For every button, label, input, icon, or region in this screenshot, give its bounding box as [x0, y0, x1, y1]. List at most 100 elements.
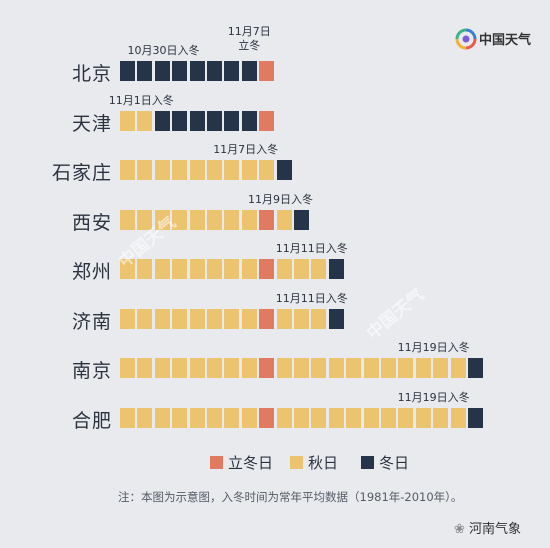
- legend-swatch: [210, 456, 223, 469]
- winter-day-cell: [189, 61, 205, 81]
- winter-day-cell: [207, 110, 222, 131]
- winter-day-cell: [468, 358, 483, 378]
- start-of-winter-day-cell: [259, 308, 275, 329]
- autumn-day-cell: [276, 259, 292, 279]
- autumn-day-cell: [154, 308, 170, 329]
- autumn-day-cell: [415, 407, 431, 428]
- winter-day-cell: [120, 61, 135, 81]
- autumn-day-cell: [311, 358, 327, 378]
- autumn-day-cell: [450, 358, 466, 378]
- autumn-day-cell: [224, 308, 240, 329]
- account-name: 河南气象: [469, 522, 522, 537]
- autumn-day-cell: [398, 358, 414, 378]
- autumn-day-cell: [259, 160, 275, 180]
- autumn-day-cell: [172, 259, 188, 279]
- winter-day-cell: [294, 209, 309, 230]
- autumn-day-cell: [137, 110, 153, 131]
- autumn-day-cell: [137, 160, 153, 180]
- winter-day-cell: [328, 308, 344, 329]
- autumn-day-cell: [276, 407, 292, 428]
- autumn-day-cell: [241, 358, 257, 378]
- autumn-day-cell: [137, 259, 153, 279]
- autumn-day-cell: [381, 358, 396, 378]
- autumn-day-cell: [241, 259, 257, 279]
- autumn-day-cell: [207, 407, 222, 428]
- autumn-day-cell: [381, 407, 396, 428]
- autumn-day-cell: [311, 259, 327, 279]
- autumn-day-cell: [224, 259, 240, 279]
- autumn-day-cell: [189, 358, 205, 378]
- winter-day-cell: [172, 110, 188, 131]
- autumn-day-cell: [363, 358, 379, 378]
- autumn-day-cell: [328, 407, 344, 428]
- autumn-day-cell: [415, 358, 431, 378]
- autumn-day-cell: [172, 407, 188, 428]
- autumn-day-cell: [154, 407, 170, 428]
- city-label: 济南: [71, 310, 112, 333]
- autumn-day-cell: [294, 358, 309, 378]
- autumn-day-cell: [137, 308, 153, 329]
- winter-day-cell: [468, 407, 483, 428]
- autumn-day-cell: [172, 160, 188, 180]
- autumn-day-cell: [120, 110, 135, 131]
- autumn-day-cell: [137, 209, 153, 230]
- city-label: 西安: [71, 211, 112, 234]
- city-label: 天津: [71, 112, 112, 135]
- autumn-day-cell: [346, 358, 362, 378]
- winter-onset-annotation: 11月9日入冬: [248, 192, 313, 206]
- autumn-day-cell: [189, 209, 205, 230]
- winter-onset-annotation: 11月11日入冬: [275, 242, 348, 255]
- legend-label: 立冬日: [228, 454, 274, 472]
- china-weather-logo-icon: [455, 28, 477, 50]
- winter-onset-annotation: 11月19日入冬: [397, 390, 470, 404]
- start-of-winter-day-cell: [259, 209, 275, 230]
- account-badge: ❀ 河南气象: [454, 518, 521, 537]
- autumn-day-cell: [137, 407, 153, 428]
- autumn-day-cell: [241, 160, 257, 180]
- city-label: 北京: [71, 63, 112, 85]
- autumn-day-cell: [346, 407, 362, 428]
- winter-day-cell: [207, 61, 222, 81]
- autumn-day-cell: [294, 259, 309, 279]
- autumn-day-cell: [398, 407, 414, 428]
- autumn-day-cell: [172, 358, 188, 378]
- autumn-day-cell: [207, 209, 222, 230]
- autumn-day-cell: [120, 358, 135, 378]
- start-of-winter-day-cell: [259, 259, 275, 279]
- legend-swatch: [290, 456, 303, 469]
- city-label: 郑州: [71, 261, 112, 283]
- autumn-day-cell: [241, 407, 257, 428]
- winter-onset-annotation: 11月19日入冬: [397, 341, 470, 354]
- autumn-day-cell: [189, 259, 205, 279]
- winter-onset-annotation: 11月1日入冬: [108, 93, 174, 107]
- autumn-day-cell: [433, 407, 449, 428]
- start-of-winter-day-cell: [259, 61, 275, 81]
- autumn-day-cell: [172, 308, 188, 329]
- winter-onset-annotation: 立冬: [238, 39, 261, 52]
- winter-onset-annotation: 10月30日入冬: [127, 44, 200, 57]
- wechat-icon: ❀: [454, 522, 465, 537]
- autumn-day-cell: [294, 407, 309, 428]
- city-label: 石家庄: [51, 162, 112, 184]
- autumn-day-cell: [207, 308, 222, 329]
- autumn-day-cell: [137, 358, 153, 378]
- autumn-day-cell: [189, 407, 205, 428]
- winter-day-cell: [154, 110, 170, 131]
- winter-onset-annotation: 11月7日: [227, 25, 271, 38]
- autumn-day-cell: [154, 259, 170, 279]
- autumn-day-cell: [276, 209, 292, 230]
- brand-logo-text: 中国天气: [479, 33, 532, 48]
- legend-label: 冬日: [379, 454, 410, 472]
- autumn-day-cell: [120, 160, 135, 180]
- autumn-day-cell: [276, 308, 292, 329]
- autumn-day-cell: [172, 209, 188, 230]
- autumn-day-cell: [224, 358, 240, 378]
- autumn-day-cell: [328, 358, 344, 378]
- autumn-day-cell: [433, 358, 449, 378]
- winter-day-cell: [224, 110, 240, 131]
- footnote: 注：本图为示意图，入冬时间为常年平均数据（1981年-2010年）。: [118, 490, 463, 504]
- autumn-day-cell: [241, 308, 257, 329]
- autumn-day-cell: [207, 259, 222, 279]
- autumn-day-cell: [120, 407, 135, 428]
